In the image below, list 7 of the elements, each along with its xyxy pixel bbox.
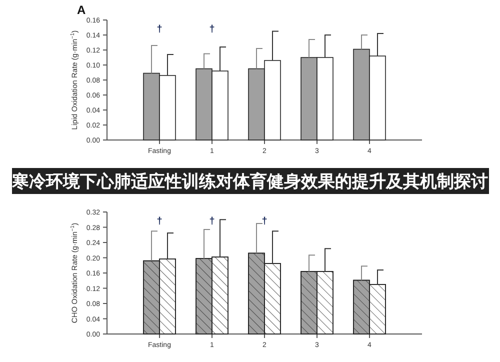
annotation: †	[209, 24, 215, 35]
annotation: †	[262, 216, 268, 227]
annotation: †	[209, 216, 215, 227]
annotation: †	[156, 216, 162, 227]
text: 寒冷环境下心肺适应性训练对体育健身效果的提升及其机制探讨	[11, 171, 488, 191]
annotation: †	[156, 24, 162, 35]
chart-title: A	[77, 3, 86, 17]
